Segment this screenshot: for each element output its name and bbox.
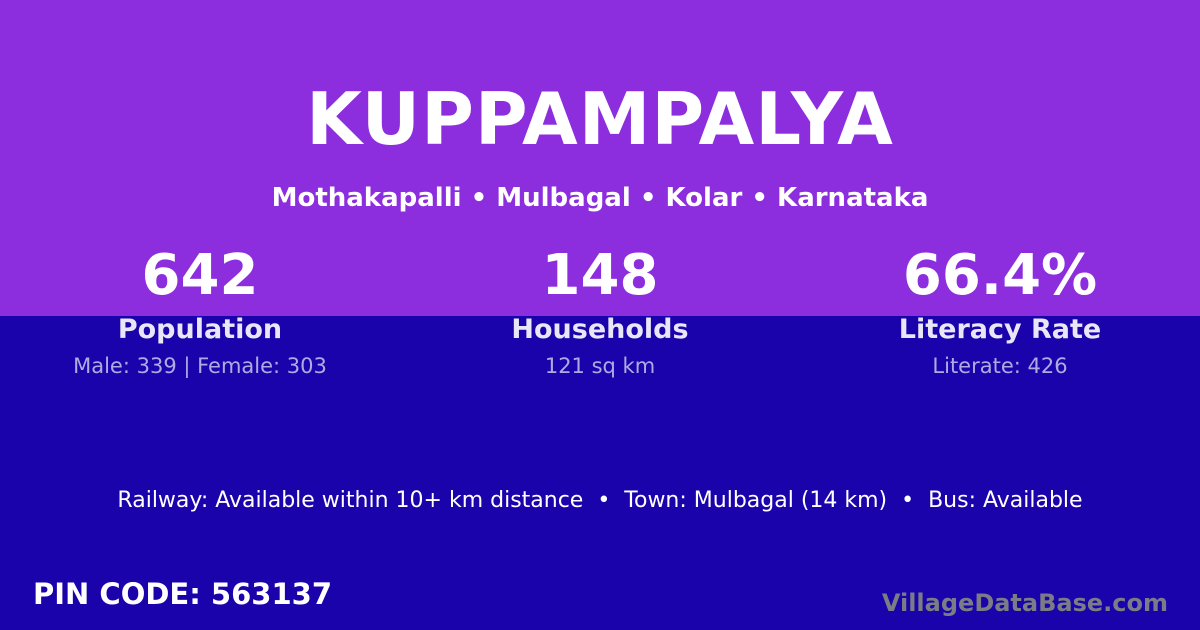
population-label: Population bbox=[117, 314, 283, 345]
households-label: Households bbox=[511, 314, 689, 345]
stat-population: 642 Population Male: 339 | Female: 303 bbox=[0, 247, 400, 380]
stat-literacy: 66.4% Literacy Rate Literate: 426 bbox=[800, 247, 1200, 380]
households-detail: 121 sq km bbox=[544, 354, 656, 379]
pin-code: PIN CODE: 563137 bbox=[33, 577, 332, 611]
purple-header-panel bbox=[0, 0, 1200, 316]
population-detail: Male: 339 | Female: 303 bbox=[73, 354, 327, 379]
village-location-breadcrumb: Mothakapalli • Mulbagal • Kolar • Karnat… bbox=[271, 183, 929, 213]
site-watermark: VillageDataBase.com bbox=[881, 589, 1168, 617]
population-value: 642 bbox=[141, 243, 259, 308]
village-title: KUPPAMPALYA bbox=[306, 77, 894, 161]
stats-row: 642 Population Male: 339 | Female: 303 1… bbox=[0, 247, 1200, 380]
literacy-label: Literacy Rate bbox=[898, 314, 1102, 345]
households-value: 148 bbox=[541, 243, 659, 308]
literacy-detail: Literate: 426 bbox=[932, 354, 1068, 379]
stat-households: 148 Households 121 sq km bbox=[400, 247, 800, 380]
literacy-value: 66.4% bbox=[902, 243, 1098, 308]
transport-info-line: Railway: Available within 10+ km distanc… bbox=[117, 488, 1083, 513]
